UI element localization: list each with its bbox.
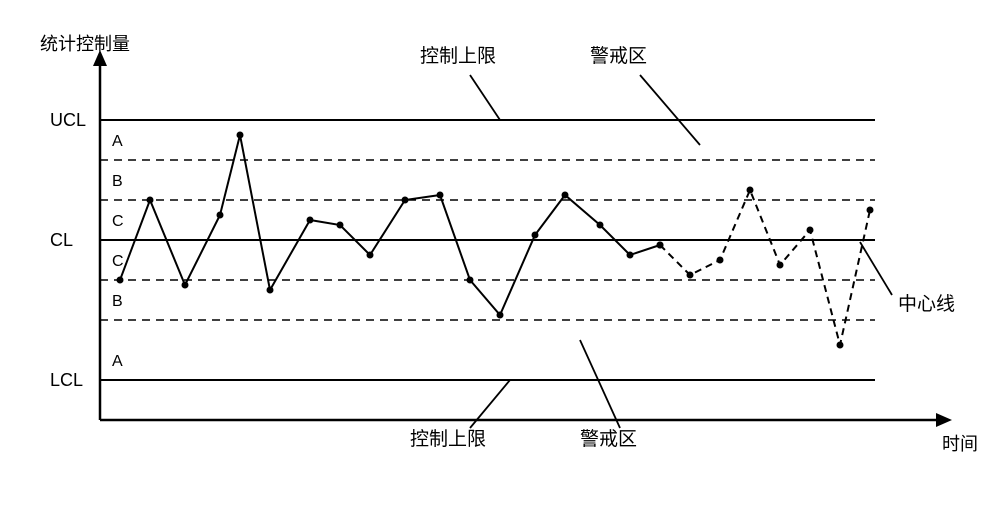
zone-label: C — [112, 213, 124, 230]
data-point — [367, 252, 374, 259]
data-point — [117, 277, 124, 284]
data-point — [747, 187, 754, 194]
zone-label: C — [112, 253, 124, 270]
data-point — [562, 192, 569, 199]
data-point — [402, 197, 409, 204]
zone-label: A — [112, 353, 123, 370]
data-point — [687, 272, 694, 279]
zone-label: B — [112, 293, 123, 310]
data-point — [337, 222, 344, 229]
y-tick-label: UCL — [50, 110, 86, 130]
data-point — [147, 197, 154, 204]
data-point — [267, 287, 274, 294]
callout-label: 控制上限 — [410, 428, 486, 450]
control-chart: 统计控制量时间UCLCLLCLABCCBA控制上限警戒区控制上限警戒区中心线 — [20, 20, 980, 494]
data-point — [237, 132, 244, 139]
data-point — [777, 262, 784, 269]
data-point — [867, 207, 874, 214]
data-point — [307, 217, 314, 224]
y-tick-label: LCL — [50, 370, 83, 390]
callout-label: 警戒区 — [580, 428, 637, 450]
data-point — [627, 252, 634, 259]
callout-label: 警戒区 — [590, 45, 647, 67]
callout-label: 中心线 — [898, 293, 955, 315]
data-point — [437, 192, 444, 199]
callout-label: 控制上限 — [420, 45, 496, 67]
data-point — [807, 227, 814, 234]
data-point — [217, 212, 224, 219]
data-point — [532, 232, 539, 239]
data-point — [837, 342, 844, 349]
x-axis-label: 时间 — [942, 434, 978, 454]
y-tick-label: CL — [50, 230, 73, 250]
chart-svg: 统计控制量时间UCLCLLCLABCCBA控制上限警戒区控制上限警戒区中心线 — [20, 20, 980, 494]
zone-label: A — [112, 133, 123, 150]
data-point — [657, 242, 664, 249]
data-point — [717, 257, 724, 264]
data-point — [597, 222, 604, 229]
data-point — [497, 312, 504, 319]
data-point — [182, 282, 189, 289]
data-point — [467, 277, 474, 284]
zone-label: B — [112, 173, 123, 190]
y-axis-label: 统计控制量 — [40, 34, 130, 54]
chart-bg — [20, 20, 980, 494]
